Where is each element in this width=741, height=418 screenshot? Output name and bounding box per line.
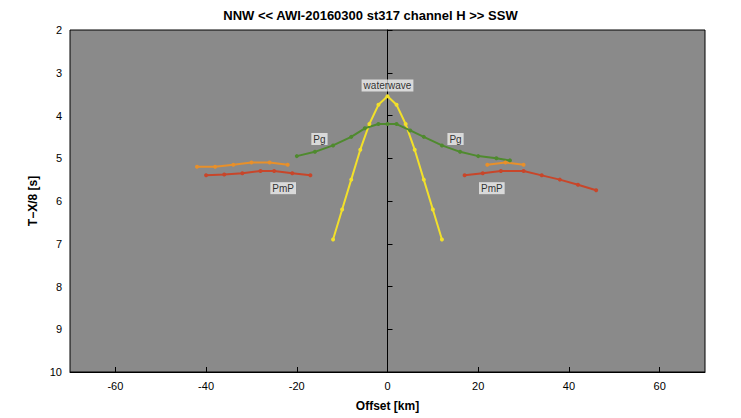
svg-text:2: 2 [56,24,62,36]
svg-text:PmP: PmP [272,183,294,194]
svg-text:waterwave: waterwave [363,80,412,91]
svg-text:Pg: Pg [313,134,325,145]
svg-text:NNW << AWI-20160300 st317 chan: NNW << AWI-20160300 st317 channel H >> S… [223,8,518,23]
svg-text:9: 9 [56,323,62,335]
svg-text:10: 10 [50,366,62,378]
svg-text:7: 7 [56,238,62,250]
svg-text:0: 0 [384,380,390,392]
svg-text:3: 3 [56,67,62,79]
svg-text:60: 60 [654,380,666,392]
svg-text:4: 4 [56,110,62,122]
svg-text:Offset [km]: Offset [km] [356,399,419,413]
svg-text:6: 6 [56,195,62,207]
svg-text:PmP: PmP [481,183,503,194]
svg-text:8: 8 [56,281,62,293]
svg-text:-40: -40 [198,380,214,392]
svg-text:5: 5 [56,152,62,164]
svg-text:40: 40 [563,380,575,392]
svg-text:-20: -20 [289,380,305,392]
svg-text:-60: -60 [107,380,123,392]
svg-text:20: 20 [472,380,484,392]
svg-text:Pg: Pg [449,134,461,145]
svg-text:T−X/8 [s]: T−X/8 [s] [26,176,40,226]
